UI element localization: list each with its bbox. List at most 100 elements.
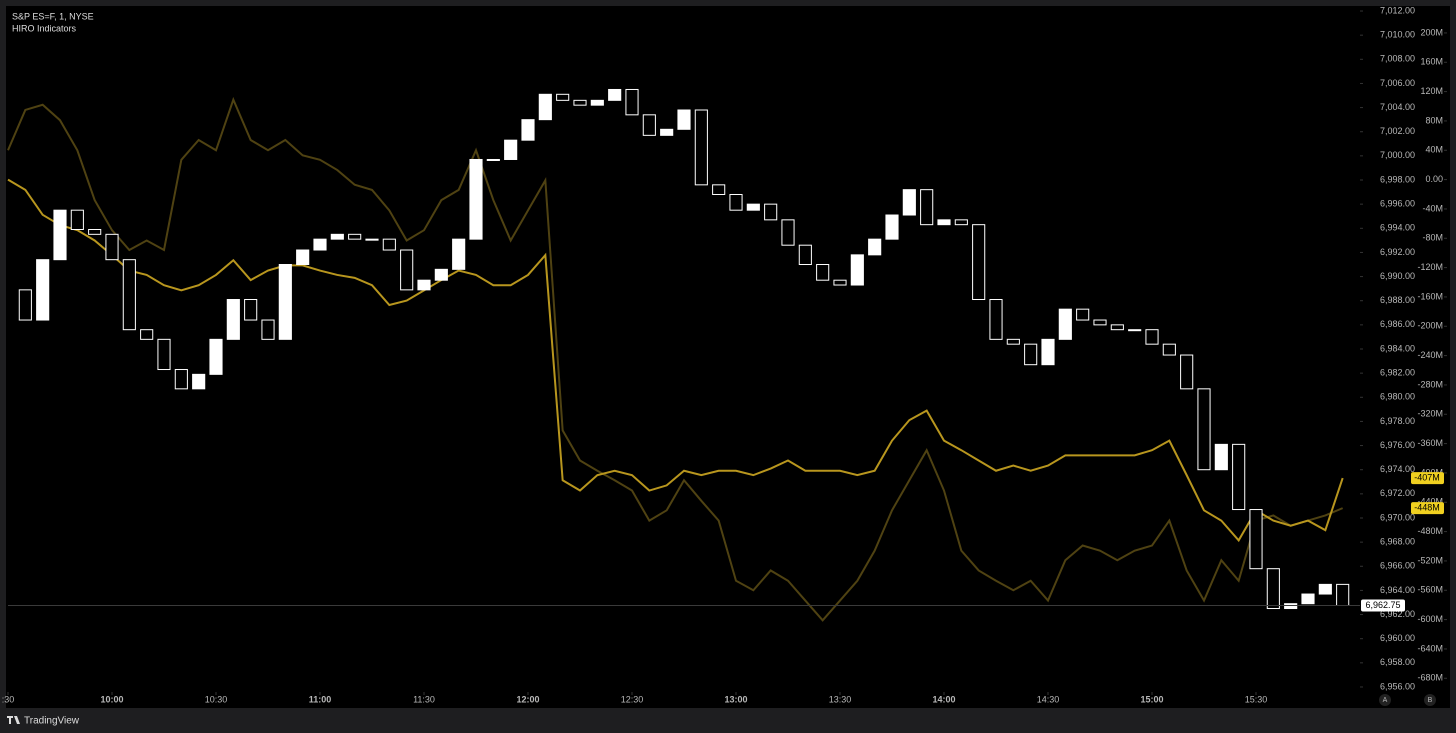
y2-tick-label: 0.00 xyxy=(1425,174,1443,184)
y-tick-label: 6,964.00 xyxy=(1380,585,1415,595)
x-tick-label: 15:00 xyxy=(1140,694,1163,704)
x-tick-label: 12:00 xyxy=(516,694,539,704)
y-tick-label: 6,958.00 xyxy=(1380,657,1415,667)
y2-tick-label: -440M xyxy=(1417,497,1443,507)
price-candle xyxy=(1336,583,1350,607)
y-tick-label: 7,006.00 xyxy=(1380,78,1415,88)
price-candle xyxy=(538,93,552,121)
button-a-label[interactable]: A xyxy=(1383,697,1388,704)
y-tick-label: 7,002.00 xyxy=(1380,126,1415,136)
x-tick-label: 10:30 xyxy=(205,694,228,704)
price-candle xyxy=(1041,338,1055,366)
price-candle xyxy=(677,109,691,130)
hiro-last-box xyxy=(1411,472,1444,485)
brand: TradingView xyxy=(24,716,80,727)
price-candle xyxy=(157,338,171,371)
symbol-title: S&P ES=F, 1, NYSE xyxy=(12,11,94,21)
y-tick-label: 6,986.00 xyxy=(1380,319,1415,329)
y-tick-label: 7,004.00 xyxy=(1380,102,1415,112)
y2-tick-label: -560M xyxy=(1417,585,1443,595)
price-candle xyxy=(902,189,916,216)
button-a[interactable] xyxy=(1379,694,1391,706)
y-tick-label: 6,968.00 xyxy=(1380,537,1415,547)
plot-background xyxy=(6,6,1450,708)
price-candle xyxy=(694,109,708,186)
y-tick-label: 6,992.00 xyxy=(1380,247,1415,257)
last-price-label: 6,962.75 xyxy=(1365,600,1400,610)
price-candle xyxy=(365,238,379,241)
price-candle xyxy=(729,193,743,211)
price-candle xyxy=(244,299,258,321)
price-candle xyxy=(746,203,760,211)
price-candle xyxy=(1214,443,1228,471)
price-candle xyxy=(1162,343,1176,356)
x-tick-label: 13:30 xyxy=(829,694,852,704)
price-candle xyxy=(590,99,604,106)
price-candle xyxy=(1006,338,1020,345)
price-candle xyxy=(105,233,119,261)
price-candle xyxy=(885,214,899,240)
price-candle xyxy=(1110,324,1124,331)
price-candle xyxy=(1301,593,1315,605)
price-candle xyxy=(486,158,500,161)
y2-tick-label: -160M xyxy=(1417,291,1443,301)
x-tick-label: 13:00 xyxy=(724,694,747,704)
price-candle xyxy=(954,219,968,226)
price-candle xyxy=(209,338,223,375)
button-b[interactable] xyxy=(1424,694,1436,706)
x-tick-label: 11:30 xyxy=(413,694,435,704)
price-candle xyxy=(1024,343,1038,366)
y2-tick-label: -80M xyxy=(1422,233,1443,243)
indicator-title: HIRO Indicators xyxy=(12,23,77,33)
price-candle xyxy=(1284,603,1298,610)
price-candle xyxy=(174,369,188,390)
price-candle xyxy=(70,209,84,230)
price-candle xyxy=(781,219,795,246)
price-candle xyxy=(261,319,275,340)
price-candle xyxy=(36,259,50,321)
price-candle xyxy=(1232,443,1246,511)
logo xyxy=(7,716,20,724)
y2-tick-label: -320M xyxy=(1417,409,1443,419)
y2-tick-label: -240M xyxy=(1417,350,1443,360)
price-candle xyxy=(972,224,986,301)
price-candle xyxy=(122,259,136,331)
y2-tick-label: -120M xyxy=(1417,262,1443,272)
price-candle xyxy=(1318,583,1332,595)
hiro-line xyxy=(7,178,1344,543)
y-tick-label: 7,010.00 xyxy=(1380,30,1415,40)
price-candle xyxy=(798,244,812,266)
price-candle xyxy=(226,299,240,340)
x-tick-label: :30 xyxy=(2,694,15,704)
price-candle xyxy=(850,254,864,286)
x-tick-label: 15:30 xyxy=(1245,694,1268,704)
button-b-label[interactable]: B xyxy=(1428,697,1433,704)
y2-tick-label: -40M xyxy=(1422,203,1443,213)
y-tick-label: 6,970.00 xyxy=(1380,512,1415,522)
hiro-last-label: -407M xyxy=(1414,472,1440,482)
price-candle xyxy=(608,88,622,101)
price-candle xyxy=(868,238,882,256)
price-candle xyxy=(1128,329,1142,332)
y2-tick-label: -280M xyxy=(1417,379,1443,389)
hiro-line xyxy=(7,96,1344,622)
y-tick-label: 6,962.00 xyxy=(1380,609,1415,619)
price-candle xyxy=(53,209,67,261)
price-candle xyxy=(434,268,448,281)
y2-tick-label: -520M xyxy=(1417,555,1443,565)
price-candle xyxy=(920,189,934,226)
footer: TradingView A B xyxy=(7,694,1436,727)
price-candle xyxy=(573,99,587,106)
price-candle xyxy=(816,264,830,281)
price-candle xyxy=(469,158,483,240)
y-tick-label: 6,996.00 xyxy=(1380,199,1415,209)
y2-tick-label: -680M xyxy=(1417,673,1443,683)
x-tick-label: 14:30 xyxy=(1037,694,1060,704)
price-candle xyxy=(1180,354,1194,390)
price-candle xyxy=(382,238,396,251)
price-candle xyxy=(313,238,327,251)
y-tick-label: 6,988.00 xyxy=(1380,295,1415,305)
price-candle xyxy=(330,233,344,240)
price-candle xyxy=(556,93,570,101)
